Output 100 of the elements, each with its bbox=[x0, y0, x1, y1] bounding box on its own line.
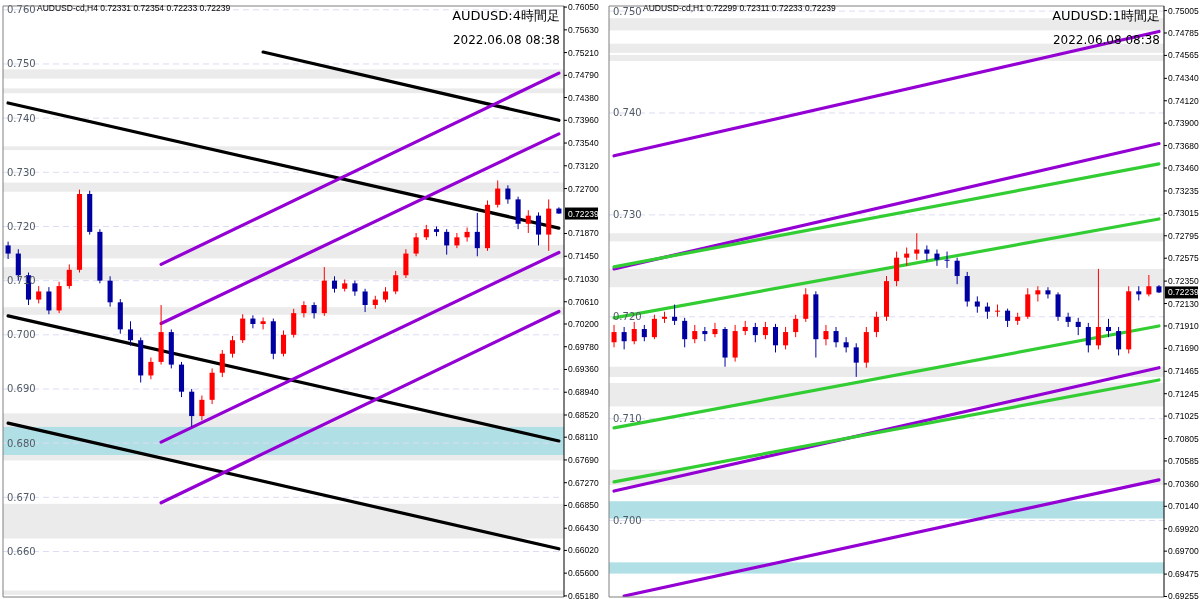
y2-tick-label: 0.74790 bbox=[568, 70, 599, 81]
candlestick bbox=[1045, 286, 1051, 299]
candlestick bbox=[107, 275, 113, 308]
candlestick bbox=[772, 323, 779, 353]
candlestick bbox=[5, 241, 11, 260]
candlestick bbox=[1116, 326, 1122, 357]
candlestick bbox=[1065, 312, 1071, 328]
candlestick bbox=[474, 212, 480, 257]
y-tick-label: 0.710 bbox=[613, 413, 642, 425]
y2-tick-label: 0.73900 bbox=[1168, 118, 1199, 129]
y2-tick-label: 0.69700 bbox=[1168, 546, 1199, 557]
y2-tick-label: 0.71465 bbox=[1168, 366, 1199, 377]
candlestick bbox=[621, 326, 627, 350]
candlestick bbox=[873, 311, 879, 338]
y2-tick-label: 0.73960 bbox=[568, 115, 599, 126]
candlestick bbox=[1005, 308, 1011, 328]
candlestick bbox=[682, 317, 688, 348]
candlestick bbox=[362, 288, 368, 313]
candlestick bbox=[954, 257, 960, 285]
candlestick bbox=[280, 329, 287, 357]
candlestick bbox=[924, 244, 930, 262]
y2-tick-label: 0.69920 bbox=[1168, 523, 1199, 534]
y2-tick-label: 0.70805 bbox=[1168, 433, 1199, 444]
y2-tick-label: 0.75630 bbox=[568, 24, 599, 35]
y-tick-label: 0.680 bbox=[7, 437, 36, 449]
candlestick bbox=[240, 313, 246, 344]
y2-tick-label: 0.66850 bbox=[568, 500, 599, 511]
candlestick bbox=[1055, 291, 1061, 322]
y2-tick-label: 0.66430 bbox=[568, 523, 599, 534]
y-tick-label: 0.690 bbox=[7, 383, 36, 395]
candlestick bbox=[311, 301, 317, 320]
y2-tick-label: 0.68110 bbox=[568, 432, 599, 443]
y-tick-label: 0.720 bbox=[7, 220, 36, 232]
y-tick-label: 0.750 bbox=[613, 5, 642, 17]
candlestick bbox=[944, 251, 950, 269]
y2-tick-label: 0.74340 bbox=[1168, 73, 1199, 84]
candlestick bbox=[291, 308, 297, 339]
candlestick bbox=[495, 179, 501, 209]
candlestick bbox=[692, 324, 698, 344]
candlestick bbox=[535, 211, 542, 246]
y2-tick-label: 0.71245 bbox=[1168, 388, 1199, 399]
y2-tick-label: 0.76050 bbox=[568, 2, 599, 13]
candlestick bbox=[631, 321, 637, 345]
y2-tick-label: 0.68940 bbox=[568, 387, 599, 398]
candlestick bbox=[1025, 287, 1031, 320]
y2-tick-label: 0.67270 bbox=[568, 477, 599, 488]
y2-tick-label: 0.65180 bbox=[568, 590, 599, 599]
y2-tick-label: 0.69360 bbox=[568, 364, 599, 375]
y2-tick-label: 0.74120 bbox=[1168, 95, 1199, 106]
candlestick bbox=[702, 326, 708, 342]
y2-tick-label: 0.70360 bbox=[1168, 478, 1199, 489]
y-tick-label: 0.740 bbox=[7, 112, 36, 124]
text: 2022.06.08 08:38 bbox=[452, 33, 560, 47]
candlestick bbox=[127, 320, 134, 347]
y2-tick-label: 0.74380 bbox=[568, 92, 599, 103]
candlestick bbox=[219, 349, 225, 378]
y2-tick-label: 0.69255 bbox=[1168, 591, 1199, 599]
candlestick bbox=[66, 263, 72, 290]
y2-tick-label: 0.72130 bbox=[1168, 298, 1199, 309]
candlestick bbox=[454, 232, 460, 249]
text: 0.72239 bbox=[1168, 287, 1199, 298]
y2-tick-label: 0.70200 bbox=[568, 318, 599, 329]
candlestick bbox=[1095, 268, 1101, 350]
text: 0.72239 bbox=[568, 208, 599, 219]
y2-tick-label: 0.70610 bbox=[568, 296, 599, 307]
candlestick bbox=[403, 248, 409, 279]
candlestick bbox=[672, 304, 678, 326]
candlestick bbox=[148, 357, 154, 380]
y-tick-label: 0.670 bbox=[7, 491, 36, 503]
candlestick bbox=[994, 304, 1001, 318]
y2-tick-label: 0.74565 bbox=[1168, 50, 1199, 61]
y-tick-label: 0.730 bbox=[7, 166, 36, 178]
text: 2022.06.08 08:38 bbox=[1052, 33, 1160, 47]
y2-tick-label: 0.71030 bbox=[568, 273, 599, 284]
y2-tick-label: 0.72795 bbox=[1168, 230, 1199, 241]
candlestick bbox=[229, 335, 236, 359]
y2-tick-label: 0.72350 bbox=[1168, 276, 1199, 287]
y2-tick-label: 0.72700 bbox=[568, 183, 599, 194]
y-tick-label: 0.660 bbox=[7, 546, 36, 557]
candlestick bbox=[413, 232, 419, 257]
y2-tick-label: 0.75210 bbox=[568, 47, 599, 58]
y-tick-label: 0.750 bbox=[7, 58, 36, 70]
annotation: AUDUSD-cd,H4 0.72331 0.72354 0.72233 0.72239 bbox=[37, 3, 231, 13]
candlestick bbox=[823, 324, 829, 346]
candlestick bbox=[853, 342, 859, 378]
y-tick-label: 0.700 bbox=[7, 329, 36, 341]
y2-tick-label: 0.71450 bbox=[568, 251, 599, 262]
candlestick bbox=[793, 314, 799, 338]
candlestick bbox=[651, 314, 657, 340]
y2-tick-label: 0.71870 bbox=[568, 228, 599, 239]
candlestick bbox=[934, 249, 940, 267]
y2-tick-label: 0.73120 bbox=[568, 160, 599, 171]
y2-tick-label: 0.68520 bbox=[568, 409, 599, 420]
y-tick-label: 0.740 bbox=[613, 107, 642, 119]
candlestick bbox=[843, 336, 849, 353]
y2-tick-label: 0.73460 bbox=[1168, 162, 1199, 173]
candlestick bbox=[1105, 318, 1112, 338]
y2-tick-label: 0.67690 bbox=[568, 454, 599, 465]
candlestick bbox=[833, 326, 839, 348]
y2-tick-label: 0.70140 bbox=[1168, 501, 1199, 512]
